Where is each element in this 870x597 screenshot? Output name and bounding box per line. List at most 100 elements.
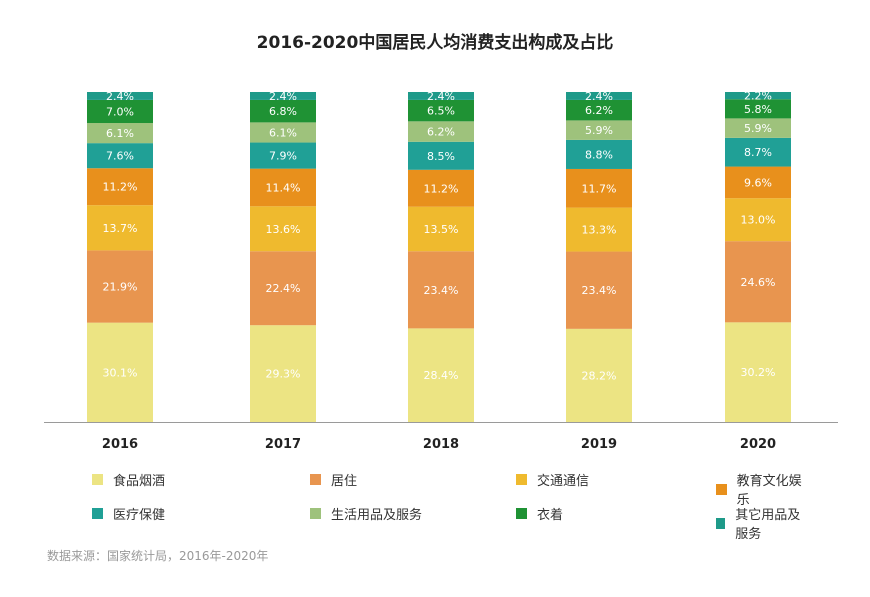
legend-swatch — [92, 474, 103, 485]
legend-swatch — [516, 474, 527, 485]
data-label: 5.8% — [744, 103, 772, 116]
legend-label: 其它用品及服务 — [735, 508, 801, 542]
x-tick-label: 2018 — [423, 437, 459, 452]
legend-item: 医疗保健 — [92, 504, 165, 523]
bar-segment — [408, 206, 474, 252]
bar-segment — [566, 328, 632, 422]
data-label: 2.4% — [106, 90, 134, 103]
data-label: 28.4% — [424, 369, 459, 382]
data-label: 5.9% — [585, 124, 613, 137]
bar-segment — [725, 166, 791, 199]
data-label: 29.3% — [266, 368, 301, 381]
data-label: 11.4% — [266, 181, 301, 194]
bar-segment — [87, 250, 153, 323]
data-label: 2.4% — [585, 90, 613, 103]
legend-swatch — [310, 508, 321, 519]
data-label: 9.6% — [744, 176, 772, 189]
data-label: 7.9% — [269, 150, 297, 163]
data-label: 21.9% — [103, 281, 138, 294]
bar-segment — [250, 251, 316, 326]
bar-segment — [725, 118, 791, 138]
data-label: 13.3% — [582, 224, 617, 237]
data-label: 24.6% — [741, 276, 776, 289]
bar-segment — [566, 139, 632, 169]
bar-segment — [725, 137, 791, 167]
bar-segment — [87, 143, 153, 169]
bar-segment — [87, 322, 153, 422]
data-label: 11.7% — [582, 182, 617, 195]
legend-swatch — [310, 474, 321, 485]
bar-segment — [250, 206, 316, 252]
data-label: 5.9% — [744, 122, 772, 135]
bar-segment — [725, 322, 791, 422]
data-label: 30.1% — [103, 366, 138, 379]
bar-segment — [87, 168, 153, 206]
bar-segment — [408, 251, 474, 329]
x-tick-label: 2019 — [581, 437, 617, 452]
bar-segment — [566, 251, 632, 329]
data-label: 6.2% — [585, 104, 613, 117]
legend-item: 生活用品及服务 — [310, 504, 422, 523]
data-label: 28.2% — [582, 369, 617, 382]
bar-segment — [725, 92, 791, 100]
bar-segment — [408, 92, 474, 100]
legend-label: 食品烟酒 — [113, 474, 166, 489]
data-label: 2.4% — [427, 90, 455, 103]
bar-segment — [87, 99, 153, 124]
data-label: 22.4% — [266, 282, 301, 295]
bar-segment — [250, 168, 316, 207]
data-label: 7.0% — [106, 105, 134, 118]
bar-segment — [566, 168, 632, 208]
bar-segment — [566, 99, 632, 121]
legend-item: 教育文化娱乐 — [716, 470, 812, 508]
x-tick-label: 2016 — [102, 437, 138, 452]
bar-segment — [408, 121, 474, 142]
bar-segment — [725, 198, 791, 242]
stacked-bar-chart: 30.1% 21.9% 13.7% 11.2% 7.6% 6.1% 7.0% 2.4% 2016… — [44, 90, 838, 452]
data-label: 13.6% — [266, 223, 301, 236]
data-label: 6.2% — [427, 126, 455, 139]
data-label: 2.2% — [744, 90, 772, 103]
bar-segment — [408, 99, 474, 122]
chart-title: 2016-2020中国居民人均消费支出构成及占比 — [256, 33, 614, 53]
data-label: 23.4% — [424, 284, 459, 297]
legend-item: 食品烟酒 — [92, 470, 165, 489]
data-label: 23.4% — [582, 284, 617, 297]
data-label: 6.1% — [106, 127, 134, 140]
data-label: 30.2% — [741, 366, 776, 379]
bar-segment — [87, 123, 153, 144]
data-label: 11.2% — [103, 181, 138, 194]
legend-label: 交通通信 — [537, 474, 590, 489]
data-label: 8.8% — [585, 148, 613, 161]
bar-segment — [250, 142, 316, 169]
legend-swatch — [716, 483, 727, 495]
legend-label: 医疗保健 — [113, 508, 166, 523]
legend-item: 交通通信 — [516, 470, 589, 489]
legend-label: 生活用品及服务 — [331, 508, 423, 523]
legend-label: 衣着 — [537, 508, 564, 523]
data-label: 13.5% — [424, 223, 459, 236]
bar-segment — [87, 205, 153, 251]
data-label: 13.7% — [103, 222, 138, 235]
bar-segment — [250, 92, 316, 100]
data-label: 6.1% — [269, 126, 297, 139]
bar-segment — [408, 169, 474, 207]
bar-segment — [250, 99, 316, 123]
data-label: 6.8% — [269, 105, 297, 118]
legend-item: 其它用品及服务 — [716, 504, 812, 542]
bar-segment — [87, 92, 153, 100]
legend-label: 居住 — [331, 474, 358, 489]
data-label: 11.2% — [424, 182, 459, 195]
bar-segment — [408, 141, 474, 170]
source-note: 数据来源：国家统计局，2016年-2020年 — [47, 549, 269, 563]
legend-swatch — [516, 508, 527, 519]
data-label: 13.0% — [741, 214, 776, 227]
bar-segment — [725, 241, 791, 323]
data-label: 2.4% — [269, 90, 297, 103]
data-label: 8.7% — [744, 146, 772, 159]
data-label: 7.6% — [106, 150, 134, 163]
bar-segment — [408, 328, 474, 422]
x-tick-label: 2020 — [740, 437, 776, 452]
legend-item: 居住 — [310, 470, 357, 489]
bar-segment — [250, 325, 316, 422]
